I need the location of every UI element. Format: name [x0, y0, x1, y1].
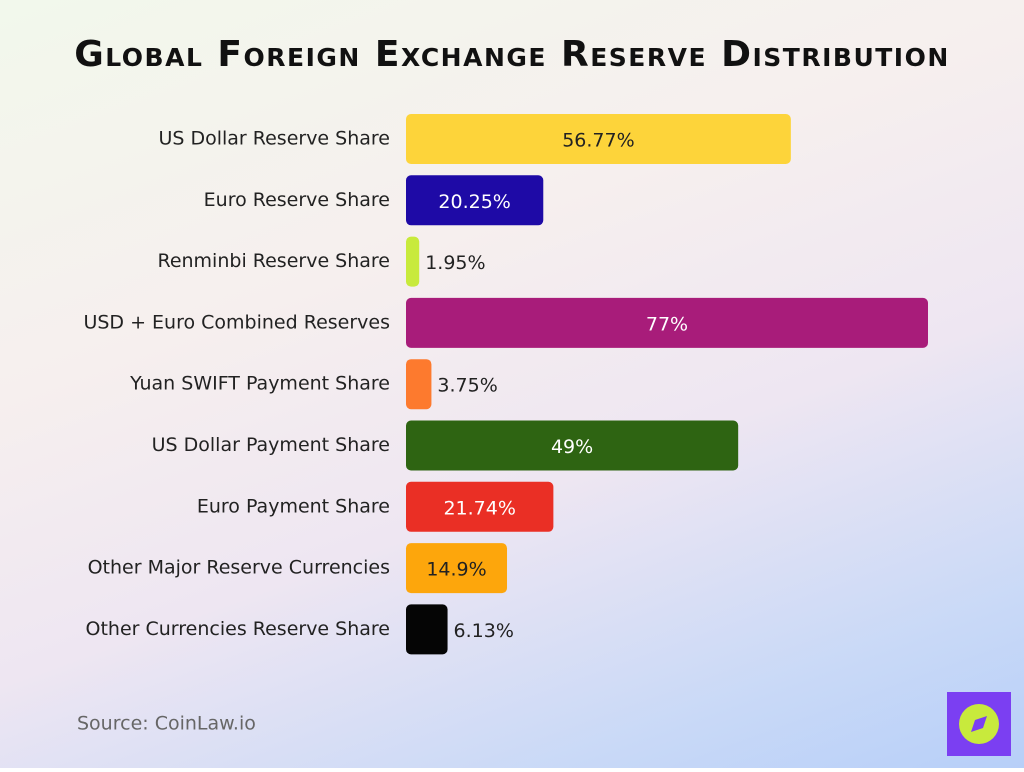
bar — [406, 543, 508, 594]
chart-title: Global Foreign Exchange Reserve Distribu… — [74, 34, 950, 75]
bar — [406, 604, 448, 655]
category-label: US Dollar Payment Share — [152, 434, 390, 456]
bar — [406, 114, 791, 164]
category-label: Other Major Reserve Currencies — [88, 557, 390, 579]
bar — [406, 481, 554, 532]
bar — [406, 297, 928, 348]
value-label: 20.25% — [438, 191, 510, 213]
value-label: 1.95% — [425, 252, 485, 274]
logo — [947, 692, 1011, 756]
category-label: Yuan SWIFT Payment Share — [129, 373, 390, 395]
value-label: 77% — [646, 313, 688, 335]
category-label: US Dollar Reserve Share — [158, 128, 390, 150]
bar — [406, 359, 432, 410]
value-label: 21.74% — [443, 497, 515, 519]
logo-needle — [971, 716, 987, 732]
category-label: USD + Euro Combined Reserves — [83, 311, 390, 333]
category-label: Euro Payment Share — [197, 495, 390, 517]
category-label: Euro Reserve Share — [204, 189, 390, 211]
value-label: 56.77% — [562, 130, 634, 152]
source: Source: CoinLaw.io — [77, 713, 256, 735]
bar — [406, 175, 544, 226]
bar — [406, 420, 739, 471]
bar — [406, 236, 420, 287]
category-label: Other Currencies Reserve Share — [86, 618, 391, 640]
value-label: 3.75% — [437, 375, 497, 397]
category-label: Renminbi Reserve Share — [157, 250, 390, 272]
value-label: 14.9% — [426, 559, 486, 581]
value-label: 6.13% — [454, 620, 514, 642]
value-label: 49% — [551, 436, 593, 458]
